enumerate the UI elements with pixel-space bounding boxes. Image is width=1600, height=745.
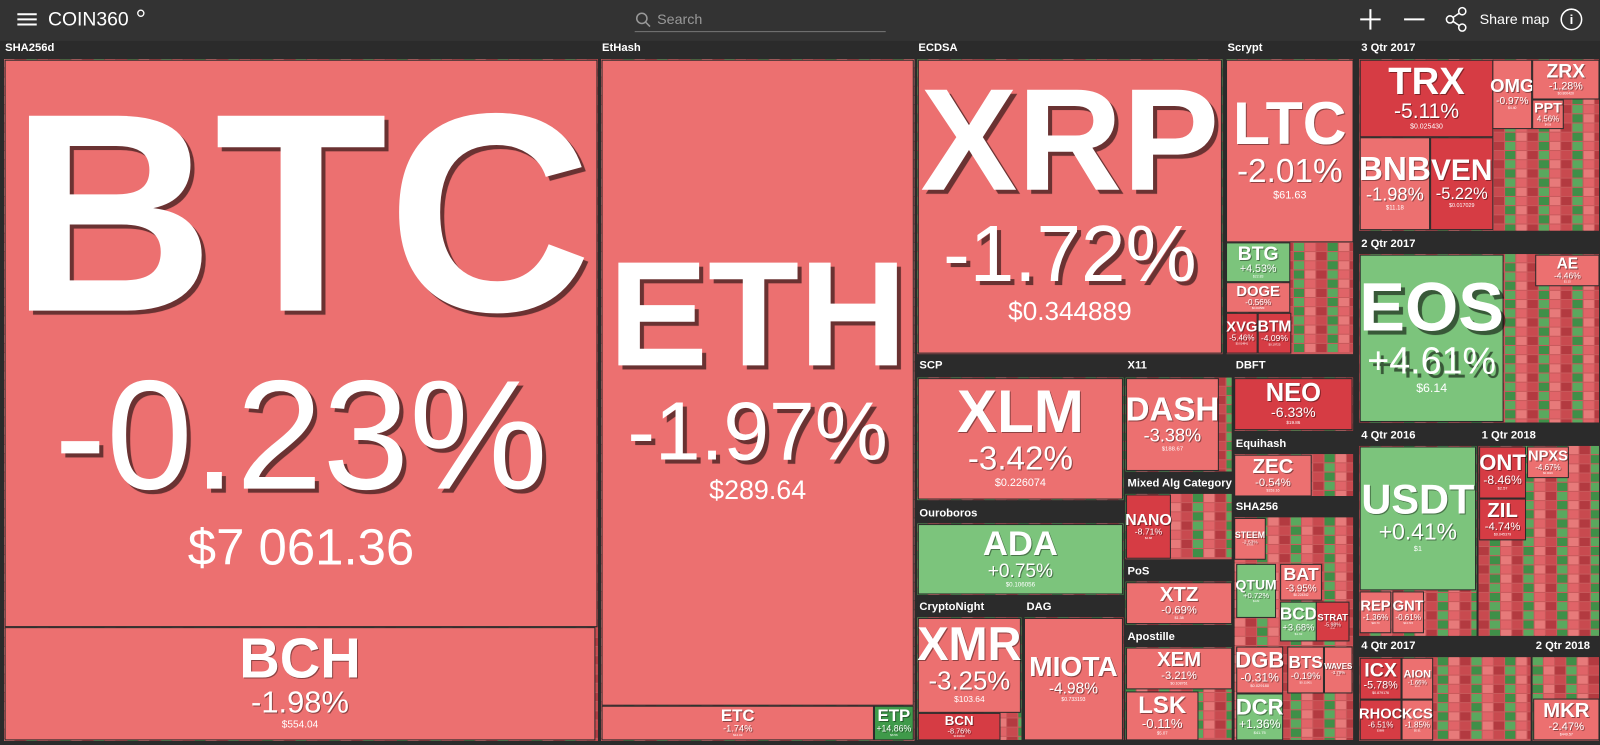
search-icon: [635, 12, 648, 25]
tile-change: -1.98%: [251, 685, 349, 720]
menu-icon[interactable]: [17, 13, 37, 26]
tile-change: -0.23%: [54, 348, 547, 522]
logo[interactable]: COIN360: [48, 9, 129, 31]
coin-tile[interactable]: BCH-1.98%$554.04: [4, 626, 596, 741]
info-icon: i: [1570, 12, 1574, 27]
coin-tile[interactable]: BTC-0.23%$7 061.36: [4, 56, 598, 628]
group-label: SHA256d: [5, 42, 54, 54]
share-button[interactable]: Share map: [1480, 12, 1550, 28]
top-bar: [0, 0, 1600, 41]
tile-symbol: BCH: [239, 626, 361, 689]
tile-symbol: BTC: [10, 56, 592, 372]
share-icon: [1445, 6, 1467, 32]
search-icon-handle: [645, 21, 651, 28]
tile-price: $7 061.36: [188, 518, 414, 575]
zoom-in[interactable]: [1360, 9, 1381, 30]
info-button[interactable]: [1560, 8, 1583, 31]
search-input[interactable]: Search: [657, 12, 702, 28]
logo-mark: [137, 9, 145, 17]
tile-price: $554.04: [282, 720, 319, 731]
